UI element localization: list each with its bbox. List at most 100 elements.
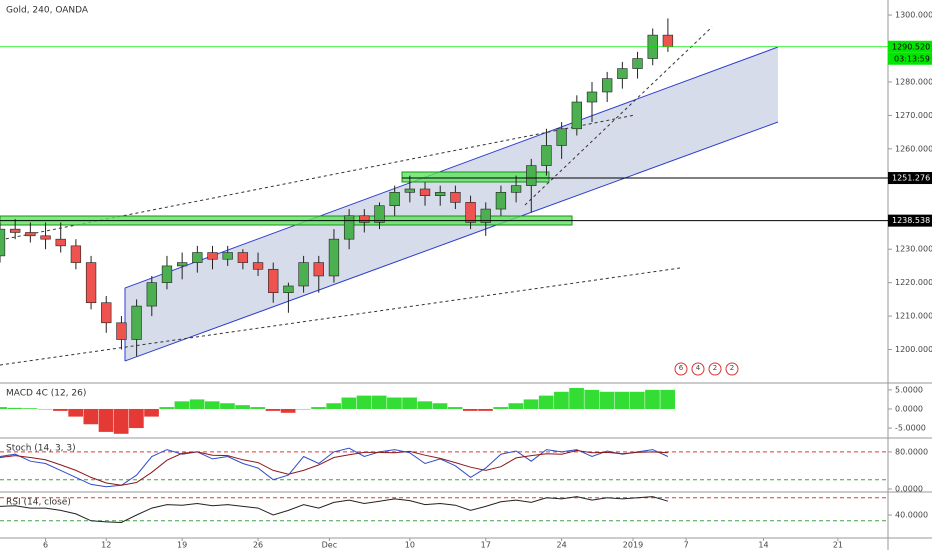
histogram-bar <box>387 397 402 409</box>
candle-body <box>222 252 233 260</box>
panel-title: MACD 4C (12, 26) <box>6 389 86 399</box>
candle-body <box>207 252 218 260</box>
histogram-bar <box>144 408 159 417</box>
candle-body <box>298 262 309 287</box>
y-tick-label: 1300.000 <box>895 11 932 20</box>
y-tick-label: 1220.000 <box>895 278 932 287</box>
histogram-bar <box>599 391 615 409</box>
histogram-bar <box>280 408 296 413</box>
event-flag <box>674 362 688 376</box>
x-tick-label: 19 <box>177 541 187 550</box>
histogram-bar <box>538 395 554 409</box>
y-tick-label: 1270.000 <box>895 111 932 120</box>
candle-body <box>161 265 173 283</box>
y-tick-label: 1210.000 <box>895 312 932 321</box>
y-tick-label: 5.0000 <box>895 385 923 394</box>
candle-body <box>526 165 537 186</box>
histogram-bar <box>493 407 509 409</box>
x-tick-label: 7 <box>684 541 689 550</box>
histogram-bar <box>447 407 463 409</box>
event-label: 4 <box>696 364 701 372</box>
candle-body <box>328 238 340 277</box>
x-tick-label: 2019 <box>623 541 643 550</box>
candle-body <box>313 262 324 277</box>
candle-body <box>419 188 431 196</box>
histogram-bar <box>37 408 53 410</box>
histogram-bar <box>462 408 478 411</box>
histogram-bar <box>7 407 23 409</box>
histogram-bar <box>432 403 448 409</box>
x-tick-label: 17 <box>481 541 491 550</box>
price-label-box <box>888 172 932 185</box>
indicator-line <box>0 496 669 524</box>
candle-body <box>283 285 294 293</box>
x-tick-label: 24 <box>557 541 567 550</box>
histogram-bar <box>508 403 524 409</box>
candle-body <box>586 91 598 103</box>
histogram-bar <box>113 408 129 434</box>
histogram-bar <box>235 405 250 409</box>
y-tick-label: 1200.000 <box>895 345 932 354</box>
y-tick-label: 1260.000 <box>895 144 932 153</box>
y-tick-label: 0.0000 <box>895 404 923 413</box>
candle-body <box>40 235 51 240</box>
price-label-box <box>888 214 932 227</box>
y-tick-label: 40.0000 <box>895 511 928 520</box>
candle-body <box>541 145 552 166</box>
histogram-bar <box>645 389 660 409</box>
x-tick-label: Dec <box>322 541 337 550</box>
histogram-bar <box>83 408 99 425</box>
candle-body <box>237 252 249 263</box>
event-flag <box>708 362 722 376</box>
y-tick-label: 1230.000 <box>895 245 932 254</box>
histogram-bar <box>98 408 114 432</box>
histogram-bar <box>0 407 8 409</box>
histogram-bar <box>523 399 539 409</box>
histogram-bar <box>296 408 311 410</box>
event-label: 2 <box>713 364 717 372</box>
trend-line <box>0 267 681 366</box>
indicator-line <box>0 449 668 486</box>
candle-body <box>374 205 385 223</box>
countdown: 03:13:59 <box>894 54 930 63</box>
candle-body <box>450 192 461 203</box>
histogram-bar <box>326 403 342 409</box>
histogram-bar <box>569 387 584 409</box>
candle-body <box>343 215 355 240</box>
histogram-bar <box>554 391 569 409</box>
panel-title: Stoch (14, 3, 3) <box>6 444 76 454</box>
candle-body <box>389 192 400 207</box>
candle-body <box>632 58 643 69</box>
candle-body <box>617 68 628 79</box>
x-tick-label: 26 <box>253 541 263 550</box>
event-label: 6 <box>679 364 684 372</box>
price-label-box <box>888 40 932 53</box>
histogram-bar <box>417 401 433 409</box>
price-label: 1251.276 <box>892 174 930 183</box>
y-tick-label: 80.0000 <box>895 447 928 456</box>
histogram-bar <box>189 399 205 409</box>
candle-body <box>495 192 507 210</box>
histogram-bar <box>614 391 630 409</box>
candle-body <box>10 228 21 233</box>
x-tick-label: 21 <box>833 541 843 550</box>
candle-body <box>25 232 36 237</box>
y-tick-label: -5.0000 <box>895 424 926 433</box>
histogram-bar <box>250 407 266 409</box>
candle-body <box>0 228 6 257</box>
candle-body <box>404 188 416 193</box>
histogram-bar <box>478 408 493 411</box>
candle-body <box>602 78 613 93</box>
candle-body <box>435 192 446 196</box>
candle-body <box>131 305 142 340</box>
x-tick-label: 10 <box>405 541 415 550</box>
candle-body <box>268 268 279 293</box>
histogram-bar <box>204 401 220 409</box>
event-flag <box>691 362 705 376</box>
candle-body <box>146 282 157 307</box>
y-tick-label: 1280.000 <box>895 77 932 86</box>
candle-body <box>192 252 203 263</box>
candle-body <box>571 101 582 130</box>
